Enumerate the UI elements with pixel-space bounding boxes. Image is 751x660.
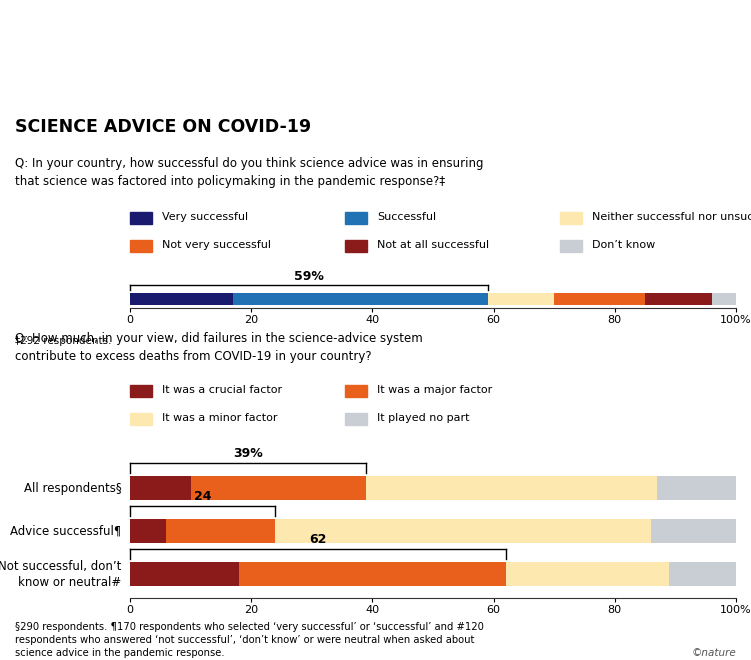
Bar: [487, 293, 554, 305]
Text: It was a crucial factor: It was a crucial factor: [162, 385, 282, 395]
Bar: [651, 519, 736, 543]
Text: 24: 24: [194, 490, 212, 503]
Bar: [130, 519, 167, 543]
Bar: [669, 562, 736, 586]
Bar: [366, 477, 657, 500]
Bar: [167, 519, 276, 543]
Bar: [712, 293, 736, 305]
Bar: [505, 562, 669, 586]
Text: Q: In your country, how successful do you think science advice was in ensuring
t: Q: In your country, how successful do yo…: [15, 157, 484, 188]
Text: SCIENCE ADVICE ON COVID-19: SCIENCE ADVICE ON COVID-19: [15, 118, 311, 136]
Bar: [191, 477, 366, 500]
Text: It was a minor factor: It was a minor factor: [162, 413, 278, 423]
Text: Not very successful: Not very successful: [162, 240, 271, 250]
Text: ©nature: ©nature: [691, 648, 736, 658]
Text: 39%: 39%: [234, 447, 263, 460]
Text: Don’t know: Don’t know: [592, 240, 656, 250]
Bar: [130, 293, 233, 305]
Bar: [233, 293, 487, 305]
Bar: [130, 477, 191, 500]
Text: §290 respondents. ¶170 respondents who selected ‘very successful’ or ‘successful: §290 respondents. ¶170 respondents who s…: [15, 622, 484, 658]
Bar: [239, 562, 505, 586]
Text: 62: 62: [309, 533, 327, 546]
Bar: [657, 477, 736, 500]
Text: Neither successful nor unsuccessful: Neither successful nor unsuccessful: [592, 212, 751, 222]
Text: 59%: 59%: [294, 270, 324, 283]
Bar: [554, 293, 645, 305]
Bar: [645, 293, 712, 305]
Bar: [276, 519, 651, 543]
Text: Q: How much, in your view, did failures in the science-advice system
contribute : Q: How much, in your view, did failures …: [15, 332, 423, 363]
Text: ‡292 respondents.: ‡292 respondents.: [15, 336, 111, 346]
Text: Successful: Successful: [377, 212, 436, 222]
Text: Not at all successful: Not at all successful: [377, 240, 489, 250]
Text: It was a major factor: It was a major factor: [377, 385, 492, 395]
Text: Very successful: Very successful: [162, 212, 248, 222]
Text: It played no part: It played no part: [377, 413, 469, 423]
Bar: [130, 562, 239, 586]
